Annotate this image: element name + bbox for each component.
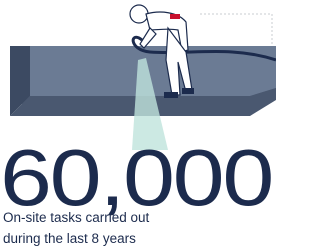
stat-caption: during the last 8 years (3, 231, 136, 246)
illustration (10, 5, 276, 150)
stat-caption: On-site tasks carried out (3, 210, 150, 225)
infographic: 60,000 On-site tasks carried out during … (0, 0, 276, 251)
stat-value: 60,000 (0, 133, 272, 222)
